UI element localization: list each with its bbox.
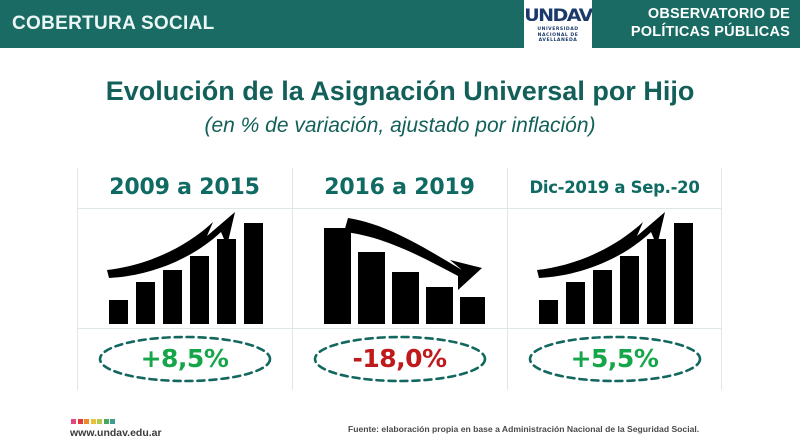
source-note: Fuente: elaboración propia en base a Adm… [348,424,700,434]
panel-1-value-badge: +8,5% [96,334,274,384]
undav-logo: UNDAV UNIVERSIDAD NACIONAL DE AVELLANEDA [524,0,592,56]
undav-logo-subtext-line2: NACIONAL DE [537,32,579,38]
bar-chart-up-arrow-icon [536,212,693,324]
panel-period-1: 2009 a 2015 +8,5% [77,168,292,390]
panel-1-value-text: +8,5% [140,344,229,373]
color-swatch-4 [90,419,96,424]
panel-2-value-cell: -18,0% [292,328,507,390]
table-border-right [721,168,722,390]
table-border-left [77,168,78,390]
panel-3-chart [507,208,722,328]
undav-color-swatches [71,419,115,424]
panel-1-header: 2009 a 2015 [109,175,260,200]
website-url[interactable]: www.undav.edu.ar [70,427,162,439]
dashed-ellipse-icon [98,335,271,383]
panel-3-value-text: +5,5% [570,344,659,373]
undav-logo-subtext-line1: UNIVERSIDAD [537,27,579,32]
color-swatch-7 [110,419,115,424]
panel-period-2: 2016 a 2019 -18,0% [292,168,507,390]
panel-period-3: Dic-2019 a Sep.-20 +5,5% [507,168,722,390]
panel-3-value-badge: +5,5% [526,334,704,384]
undav-logo-wordmark: UNDAV [524,6,592,26]
dashed-ellipse-icon [313,335,486,383]
dashed-ellipse-icon [528,335,701,383]
color-swatch-5 [97,419,102,424]
color-swatch-1 [71,419,76,424]
panel-1-chart [77,208,292,328]
panel-2-header: 2016 a 2019 [324,175,475,200]
table-header-rule [77,208,722,209]
panel-2-value-badge: -18,0% [311,334,489,384]
bar-chart-down-arrow-icon [323,218,485,324]
color-swatch-2 [77,419,83,424]
page-section-label: COBERTURA SOCIAL [12,13,215,34]
table-divider-1 [292,168,293,390]
comparison-table: 2009 a 2015 +8,5% [77,168,722,390]
color-swatch-6 [103,419,109,424]
undav-logo-subtext-line3: AVELLANEDA [538,38,578,44]
undav-logo-subtext: UNIVERSIDAD NACIONAL DE AVELLANEDA [524,27,592,44]
organization-name: OBSERVATORIO DE POLÍTICAS PÚBLICAS [631,5,790,41]
panel-1-value-cell: +8,5% [77,328,292,390]
panel-2-value-text: -18,0% [352,344,447,373]
panel-3-header: Dic-2019 a Sep.-20 [529,178,700,197]
table-value-row-rule [77,328,722,329]
page-subtitle: (en % de variación, ajustado por inflaci… [204,114,596,137]
table-divider-2 [507,168,508,390]
panel-2-chart [292,208,507,328]
panel-3-value-cell: +5,5% [507,328,722,390]
bar-chart-up-arrow-icon [106,212,263,324]
color-swatch-3 [84,419,89,424]
organization-name-line1: OBSERVATORIO DE [647,6,790,22]
header-bar [0,0,800,48]
page-title: Evolución de la Asignación Universal por… [105,76,695,106]
organization-name-line2: POLÍTICAS PÚBLICAS [630,24,790,40]
